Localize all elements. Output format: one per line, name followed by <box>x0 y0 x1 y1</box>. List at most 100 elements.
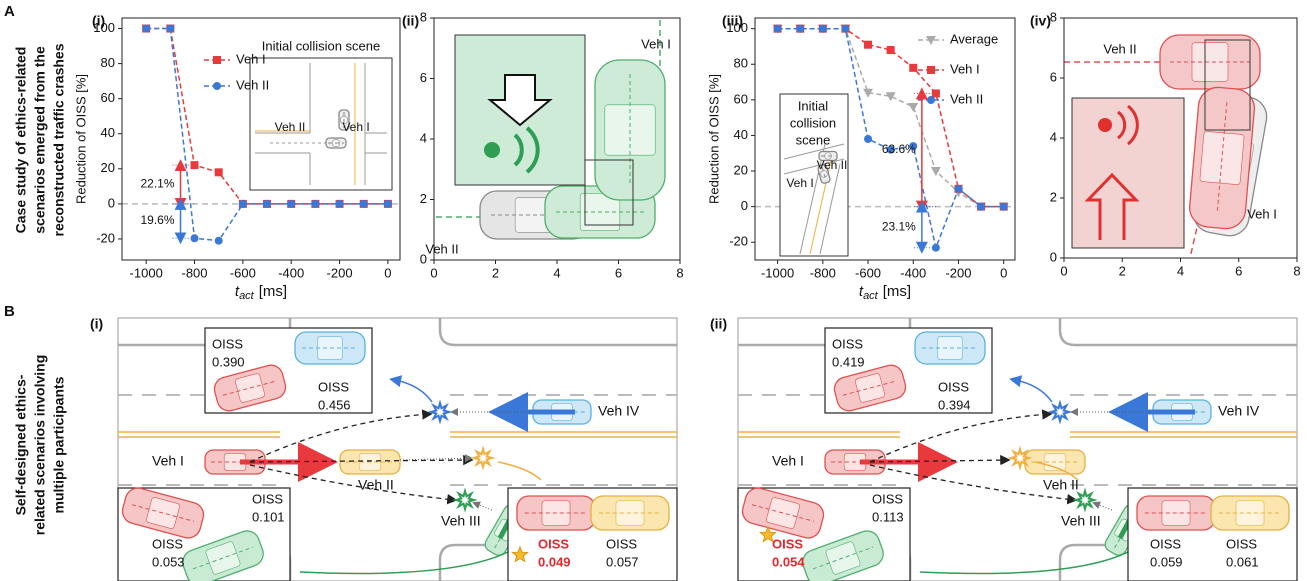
y-tick-label: 40 <box>734 127 748 142</box>
x-tick-label: -400 <box>278 265 304 280</box>
x-tick-label: -800 <box>182 265 208 280</box>
annotation-label: 22.1% <box>140 177 174 191</box>
x-tick-label: -600 <box>855 265 881 280</box>
oiss-label: OISS <box>538 536 569 551</box>
oiss-label: OISS <box>318 379 349 394</box>
panel-label: (ii) <box>710 316 727 332</box>
vehicle-label: Veh II <box>1103 41 1136 56</box>
oiss-value: 0.456 <box>318 397 351 412</box>
oiss-label: OISS <box>832 336 863 351</box>
oiss-label: OISS <box>772 536 803 551</box>
zoom-inset <box>1072 98 1184 248</box>
oiss-value: 0.054 <box>772 554 805 569</box>
collision-burst <box>474 449 492 467</box>
y-tick-label: 2 <box>1050 189 1057 204</box>
annotation-label: 19.6% <box>140 213 174 227</box>
y-tick-label: 0 <box>1050 249 1057 264</box>
legend-marker <box>213 82 221 90</box>
data-point <box>336 200 344 208</box>
y-axis-label: Reduction of OISS [%] <box>706 74 721 204</box>
data-point <box>142 25 150 33</box>
row-title-line: Self-designed ethics- <box>13 374 29 515</box>
scene: (i)Veh IVeh IIVeh IIIVeh IVOISS0.390OISS… <box>90 316 677 581</box>
data-point <box>819 25 827 33</box>
inset-label: Veh II <box>275 120 306 134</box>
inset-title: scene <box>796 132 831 147</box>
y-tick-label: 6 <box>1050 69 1057 84</box>
x-axis-unit: [ms] <box>259 283 287 300</box>
data-point <box>886 92 896 101</box>
legend-label: Veh I <box>236 51 266 66</box>
vehicle-label: Veh I <box>152 453 184 469</box>
oiss-label: OISS <box>872 491 903 506</box>
y-tick-label: 4 <box>1050 129 1057 144</box>
collision-burst <box>456 491 474 509</box>
vehicle-label: Veh I <box>1247 206 1277 221</box>
oiss-value: 0.053 <box>152 554 185 569</box>
oiss-box: OISS0.101OISS0.053 <box>118 485 290 581</box>
oiss-label: OISS <box>606 536 637 551</box>
row-title: Case study of ethics-related scenarios e… <box>13 43 67 535</box>
y-tick-label: 4 <box>420 130 427 145</box>
x-tick-label: -800 <box>810 265 836 280</box>
data-point <box>239 200 247 208</box>
data-point <box>215 168 223 176</box>
y-tick-label: 0 <box>741 198 748 213</box>
annotation-label: 23.1% <box>882 219 916 233</box>
data-point <box>384 200 392 208</box>
x-tick-label: 4 <box>1177 263 1184 278</box>
data-point <box>954 185 962 193</box>
x-tick-label: 0 <box>384 265 391 280</box>
y-tick-label: 0 <box>108 195 115 210</box>
oiss-label: OISS <box>152 536 183 551</box>
oiss-label: OISS <box>938 379 969 394</box>
data-point <box>908 103 918 112</box>
vehicle-label: Veh II <box>1043 477 1079 493</box>
x-tick-label: 6 <box>1235 263 1242 278</box>
y-tick-label: 8 <box>420 9 427 24</box>
car <box>340 450 400 474</box>
x-tick-label: 0 <box>1060 263 1067 278</box>
y-tick-label: -20 <box>96 230 115 245</box>
x-tick-label: 6 <box>615 265 622 280</box>
row-title-line: multiple participants <box>51 376 67 513</box>
vehicle-label: Veh II <box>425 241 458 256</box>
sensor-icon <box>1098 118 1112 132</box>
vehicle-label: Veh IV <box>598 403 640 419</box>
y-tick-label: 6 <box>420 70 427 85</box>
x-tick-label: -400 <box>900 265 926 280</box>
data-point <box>311 200 319 208</box>
y-tick-label: 80 <box>734 56 748 71</box>
vehicle-label: Veh III <box>441 513 481 529</box>
inset-frame <box>250 58 392 190</box>
data-point <box>841 25 849 33</box>
x-tick-label: 4 <box>553 265 560 280</box>
car <box>1025 450 1085 474</box>
row-title-line: reconstructed traffic crashes <box>51 43 67 236</box>
x-tick-label: 8 <box>676 265 683 280</box>
x-tick-label: -200 <box>327 265 353 280</box>
data-point <box>287 200 295 208</box>
car <box>1160 35 1260 89</box>
car <box>591 496 669 530</box>
x-axis-subscript: act <box>863 290 879 302</box>
panel-label: B <box>4 303 15 320</box>
car <box>1211 496 1289 530</box>
panel-label: (ii) <box>402 13 419 29</box>
y-tick-label: 40 <box>101 125 115 140</box>
y-tick-label: 0 <box>420 251 427 266</box>
data-point <box>977 203 985 211</box>
panel-label: (i) <box>90 316 103 332</box>
data-point <box>864 41 872 49</box>
vehicle-label: Veh IV <box>1218 403 1260 419</box>
collision-burst <box>1051 403 1069 421</box>
oiss-box: OISS0.049OISS0.057 <box>508 488 677 581</box>
scene-drawing <box>1064 35 1270 258</box>
inset-title: collision <box>790 115 836 130</box>
y-tick-label: 80 <box>101 55 115 70</box>
legend-marker <box>927 66 935 74</box>
x-axis-unit: [ms] <box>883 283 911 300</box>
x-tick-label: 0 <box>430 265 437 280</box>
panel-label: A <box>4 3 15 20</box>
y-tick-label: 60 <box>734 91 748 106</box>
